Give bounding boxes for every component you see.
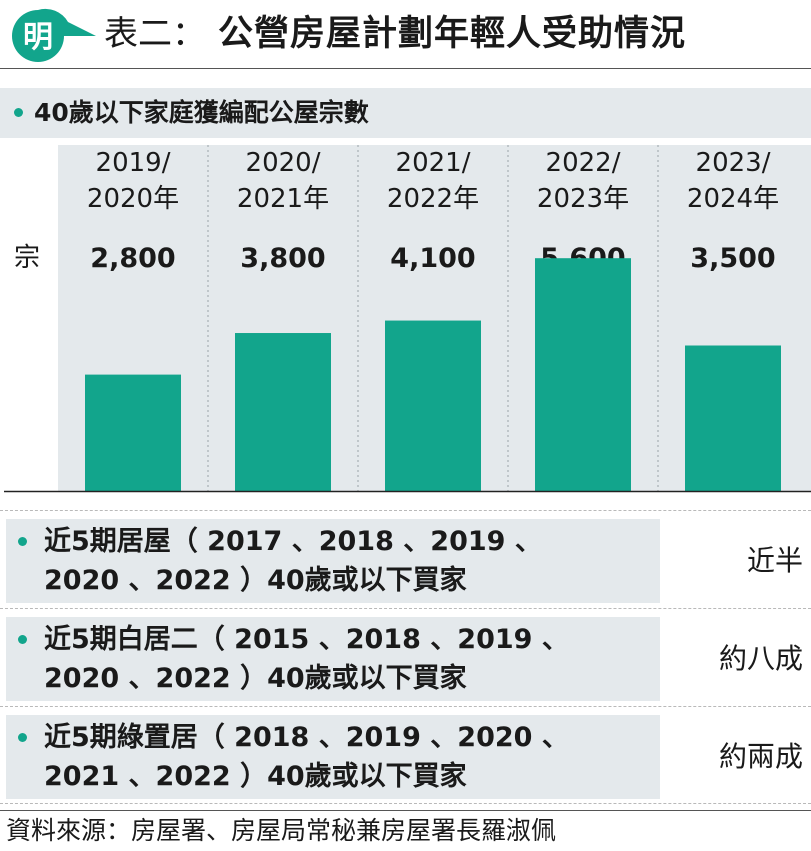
page-title: 公營房屋計劃年輕人受助情況 [218,14,687,54]
category-label: 2021/2022年 [386,148,480,214]
stat-row-value: 約八成 [718,642,803,675]
stat-row-label-line: 近5期白居二（ 2015 、2018 、2019 、 [44,624,569,655]
stat-row-value: 約兩成 [718,740,803,773]
stat-row-label: 近5期綠置居（ 2018 、2019 、2020 、 2021 、2022 ）40… [44,718,654,796]
logo-speech-bubble-icon: 明 [12,8,96,62]
title-divider [0,68,811,69]
ming-pao-logo: 明 [8,6,100,66]
bar [685,345,781,491]
data-label: 4,100 [390,243,476,274]
bullet-icon [18,537,27,546]
stat-row-label-line: 近5期居屋（ 2017 、2018 、2019 、 [44,526,542,557]
section-header [0,88,811,138]
bullet-icon [18,733,27,742]
category-label: 2019/2020年 [86,148,180,214]
category-label: 2023/2024年 [686,148,780,214]
category-label: 2020/2021年 [236,148,330,214]
bar [85,374,181,491]
row-divider [0,510,811,511]
stat-row-label: 近5期白居二（ 2015 、2018 、2019 、 2020 、2022 ）40… [44,620,654,698]
row-divider [0,706,811,707]
stat-row-label: 近5期居屋（ 2017 、2018 、2019 、 2020 、2022 ）40歲… [44,522,654,600]
stat-row [6,519,660,603]
row-divider [0,608,811,609]
bar [385,320,481,491]
stat-row-value: 近半 [746,544,803,577]
category-label: 2022/2023年 [536,148,630,214]
data-label: 3,500 [690,243,776,274]
bar [235,333,331,491]
logo-text: 明 [23,20,53,55]
bar [535,258,631,491]
stat-row-label-line: 2020 、2022 ）40歲或以下買家 [44,565,467,596]
data-label: 3,800 [240,243,326,274]
bullet-icon [14,108,23,117]
unit-label: 宗 [14,243,41,273]
stat-row-label-line: 2021 、2022 ）40歲或以下買家 [44,761,467,792]
bullet-icon [18,635,27,644]
stat-row-label-line: 近5期綠置居（ 2018 、2019 、2020 、 [44,722,569,753]
source-note: 資料來源：房屋署、房屋局常秘兼房屋署長羅淑佩 [6,816,557,845]
stat-row-label-line: 2020 、2022 ）40歲或以下買家 [44,663,467,694]
title-prefix: 表二： [104,14,206,54]
data-label: 2,800 [90,243,176,274]
stat-row [6,715,660,799]
source-divider [0,810,811,811]
stat-row [6,617,660,701]
row-divider [0,803,811,804]
section-title: 40歲以下家庭獲編配公屋宗數 [34,98,369,127]
